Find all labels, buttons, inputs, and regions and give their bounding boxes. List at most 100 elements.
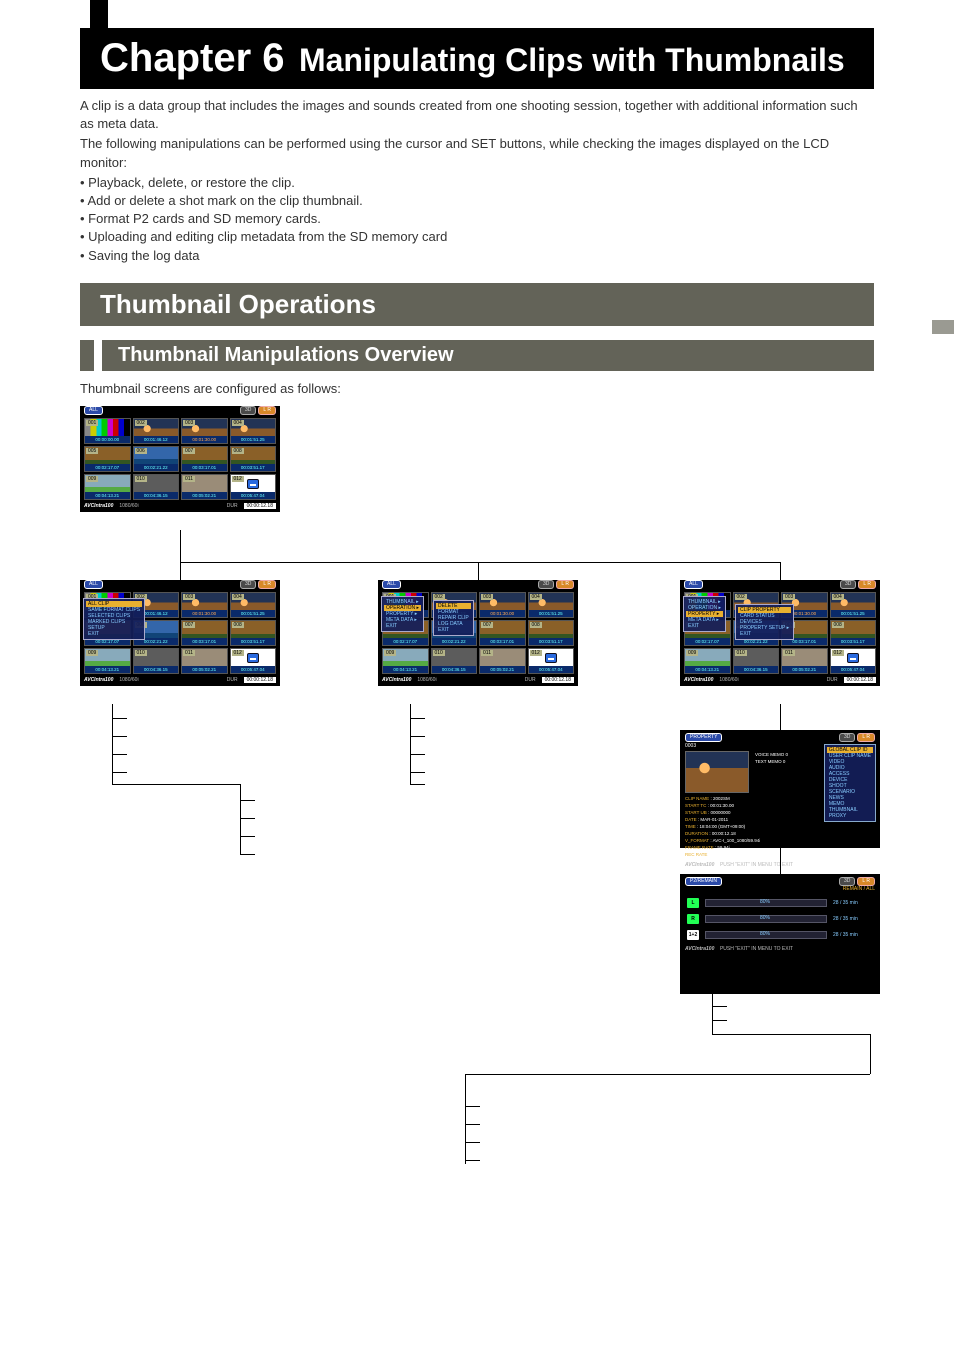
clip-thumbnail[interactable]: 00800:03:51.17 xyxy=(528,620,575,646)
clip-thumbnail[interactable]: 00300:01:30.00 xyxy=(479,592,526,618)
tree-line xyxy=(712,1020,727,1021)
menu-item[interactable]: EXIT xyxy=(86,631,142,637)
clip-number-badge: 008 xyxy=(530,622,542,628)
remain-rows: L80%28 / 35 minR80%28 / 35 min1+280%28 /… xyxy=(685,898,875,940)
clip-number-badge: 010 xyxy=(735,650,747,656)
menu-item[interactable]: USER CLIP NAME xyxy=(827,753,873,759)
menu-item[interactable]: PROXY xyxy=(827,813,873,819)
tree-line xyxy=(112,784,127,785)
clip-timecode: 00:04:13.21 xyxy=(383,666,428,673)
property-label: FRAME RATE xyxy=(685,845,714,850)
clip-thumbnail[interactable]: 01100:05:02.21 xyxy=(479,648,526,674)
menu-item[interactable]: PROPERTY SETUP ▸ xyxy=(738,625,791,631)
clip-thumbnail[interactable]: 00400:01:51.25 xyxy=(230,418,277,444)
clip-number-badge: 012 xyxy=(232,650,244,656)
clip-timecode: 00:01:51.25 xyxy=(231,436,276,443)
clip-thumbnail[interactable]: 00300:01:30.00 xyxy=(181,592,228,618)
clip-thumbnail[interactable]: 00100:00:00.00 xyxy=(84,418,131,444)
clip-thumbnail[interactable]: 00800:03:51.17 xyxy=(230,446,277,472)
clip-thumbnail[interactable]: 00400:01:51.25 xyxy=(230,592,277,618)
menu-item-highlight[interactable]: GLOBAL CLIP ID xyxy=(827,747,873,753)
clip-thumbnail[interactable]: 00900:04:13.21 xyxy=(84,648,131,674)
menu-item-highlight[interactable]: PROPERTY ▸ xyxy=(686,611,723,617)
clip-thumbnail[interactable]: 01200:05:47.04 xyxy=(528,648,575,674)
clip-thumbnail[interactable]: 01000:04:36.15 xyxy=(133,474,180,500)
clip-thumbnail[interactable]: 01200:05:47.04 xyxy=(230,648,277,674)
clip-timecode: 00:03:17.01 xyxy=(480,638,525,645)
property-label: CLIP NAME xyxy=(685,796,709,801)
tree-line xyxy=(478,562,479,580)
format-label: 1080/60i xyxy=(417,677,436,683)
clip-thumbnail[interactable]: 00900:04:13.21 xyxy=(382,648,429,674)
clip-thumbnail[interactable]: 00900:04:13.21 xyxy=(684,648,731,674)
menu-item[interactable]: PROPERTY ▸ xyxy=(384,611,421,617)
remain-header-note: REMAIN / ALL xyxy=(685,886,875,892)
menu-item[interactable]: REPAIR CLIP xyxy=(436,615,471,621)
tree-line xyxy=(465,1094,466,1164)
clip-thumbnail[interactable]: 01000:04:36.15 xyxy=(431,648,478,674)
clip-info-icon xyxy=(545,653,557,663)
slot-badge: L xyxy=(687,898,699,908)
menu-item-highlight[interactable]: OPERATION ▸ xyxy=(384,605,421,611)
menu-item[interactable]: THUMBNAIL ▸ xyxy=(686,599,723,605)
clip-thumbnail[interactable]: 01100:05:02.21 xyxy=(181,474,228,500)
all-pill: ALL xyxy=(84,580,103,589)
clip-timecode: 00:05:47.04 xyxy=(529,666,574,673)
clip-number-badge: 007 xyxy=(481,622,493,628)
clip-number-badge: 004 xyxy=(530,594,542,600)
tree-line xyxy=(712,1034,727,1035)
clip-number-badge: 003 xyxy=(783,594,795,600)
menu-item[interactable]: EXIT xyxy=(384,623,421,629)
clip-thumbnail[interactable]: 00400:01:51.25 xyxy=(528,592,575,618)
clip-timecode: 00:01:30.00 xyxy=(182,610,227,617)
panel-header: ALL 3D L R xyxy=(80,580,280,590)
clip-thumbnail[interactable]: 01000:04:36.15 xyxy=(733,648,780,674)
property-label: START TC xyxy=(685,803,706,808)
clip-thumbnail[interactable]: 00200:01:46.12 xyxy=(133,418,180,444)
clip-timecode: 00:03:51.17 xyxy=(831,638,876,645)
clip-thumbnail[interactable]: 00500:02:17.07 xyxy=(84,446,131,472)
tree-line xyxy=(465,1124,480,1125)
clip-thumbnail[interactable]: 01200:05:47.04 xyxy=(230,474,277,500)
intro-text: A clip is a data group that includes the… xyxy=(80,97,874,265)
clip-number-badge: 009 xyxy=(86,650,98,656)
clip-thumbnail[interactable]: 01100:05:02.21 xyxy=(781,648,828,674)
tree-line xyxy=(410,784,425,785)
menu-item[interactable]: EXIT xyxy=(738,631,791,637)
clip-thumbnail[interactable]: 007 00:03:17.01 xyxy=(479,620,526,646)
panel-footer: AVCIntra100 1080/60i DUR 00:00:12.18 xyxy=(680,676,880,686)
menu-item[interactable]: THUMBNAIL ▸ xyxy=(384,599,421,605)
menu-item[interactable]: EXIT xyxy=(436,627,471,633)
remain-row: 1+280%28 / 35 min xyxy=(687,930,873,940)
clip-thumbnail[interactable]: 00400:01:51.25 xyxy=(830,592,877,618)
dur-value: 00:00:12.18 xyxy=(542,677,574,683)
menu-item[interactable]: META DATA ▸ xyxy=(384,617,421,623)
clip-number-badge: 011 xyxy=(183,650,195,656)
clip-thumbnail[interactable]: 01100:05:02.21 xyxy=(181,648,228,674)
clip-thumbnail[interactable]: 01200:05:47.04 xyxy=(830,648,877,674)
menu-item[interactable]: SAME FORMAT CLIPS xyxy=(86,607,142,613)
clip-thumbnail[interactable]: 00700:03:17.01 xyxy=(181,620,228,646)
clip-thumbnail[interactable]: 00700:03:17.01 xyxy=(181,446,228,472)
clip-timecode: 00:03:17.01 xyxy=(182,638,227,645)
clip-info-icon xyxy=(247,653,259,663)
clip-number-badge: 009 xyxy=(86,476,98,482)
popup-submenu-operation: DELETE FORMAT REPAIR CLIP LOG DATA EXIT xyxy=(433,600,474,636)
clip-number-badge: 008 xyxy=(232,448,244,454)
clip-thumbnail[interactable]: 00800:03:51.17 xyxy=(830,620,877,646)
clip-thumbnail[interactable]: 00800:03:51.17 xyxy=(230,620,277,646)
menu-item[interactable]: META DATA ▸ xyxy=(686,617,723,623)
clip-timecode: 00:02:17.07 xyxy=(383,638,428,645)
popup-submenu-property: CLIP PROPERTY CARD STATUS DEVICES PROPER… xyxy=(735,604,794,640)
clip-thumbnail[interactable]: 00300:01:30.00 xyxy=(181,418,228,444)
clip-timecode: 00:05:47.04 xyxy=(831,666,876,673)
lr-badge: L R xyxy=(258,580,276,589)
menu-item[interactable]: OPERATION ▸ xyxy=(686,605,723,611)
clip-thumbnail[interactable]: 00600:02:21.22 xyxy=(133,446,180,472)
clip-timecode: 00:02:21.22 xyxy=(432,638,477,645)
page-content: Chapter 6 Manipulating Clips with Thumbn… xyxy=(0,0,954,1226)
clip-thumbnail[interactable]: 00900:04:13.21 xyxy=(84,474,131,500)
clip-thumbnail[interactable]: 01000:04:36.15 xyxy=(133,648,180,674)
slot-badge: R xyxy=(687,914,699,924)
menu-item[interactable]: EXIT xyxy=(686,623,723,629)
